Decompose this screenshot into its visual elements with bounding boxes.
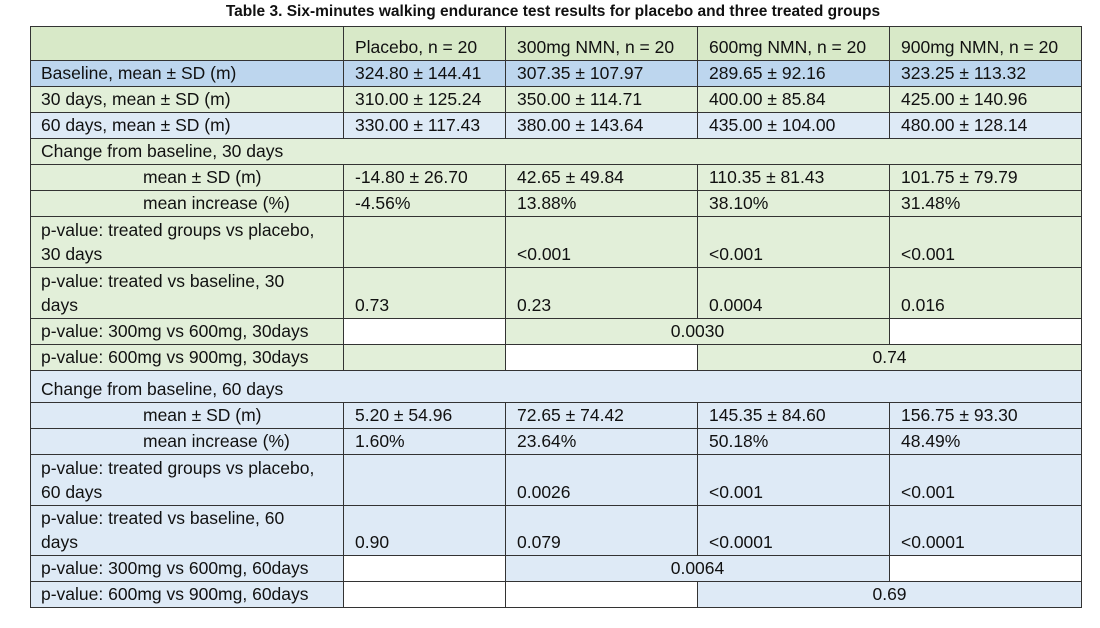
table-cell: p-value: treated vs baseline, 60 days — [30, 505, 344, 556]
table-row: Placebo, n = 20 300mg NMN, n = 20 600mg NM… — [30, 26, 1082, 61]
empty-cell — [505, 581, 698, 608]
table-cell: p-value: 600mg vs 900mg, 30days — [30, 344, 344, 371]
table-cell: <0.001 — [889, 454, 1082, 506]
table-cell: 0.0026 — [505, 454, 698, 506]
table-cell: 380.00 ± 143.64 — [505, 112, 698, 139]
table-row: p-value: treated vs baseline, 60 days 0.9… — [30, 505, 1082, 556]
empty-cell — [343, 216, 506, 268]
table-cell: 101.75 ± 79.79 — [889, 164, 1082, 191]
table-cell: 323.25 ± 113.32 — [889, 60, 1082, 87]
table-cell: <0.001 — [697, 216, 890, 268]
table-row: 30 days, mean ± SD (m) 310.00 ± 125.24 350… — [30, 86, 1082, 113]
table-cell: mean ± SD (m) — [30, 402, 344, 429]
table-row: mean ± SD (m) 5.20 ± 54.96 72.65 ± 74.42 14… — [30, 402, 1082, 429]
table-row: 60 days, mean ± SD (m) 330.00 ± 117.43 380… — [30, 112, 1082, 139]
table-cell: 38.10% — [697, 190, 890, 217]
table-cell: 145.35 ± 84.60 — [697, 402, 890, 429]
table-cell: 480.00 ± 128.14 — [889, 112, 1082, 139]
table-cell: 425.00 ± 140.96 — [889, 86, 1082, 113]
table-cell: 330.00 ± 117.43 — [343, 112, 506, 139]
table-cell: 60 days, mean ± SD (m) — [30, 112, 344, 139]
table-row: Change from baseline, 60 days — [30, 370, 1082, 403]
table-cell: 300mg NMN, n = 20 — [505, 26, 698, 61]
table-row: p-value: 600mg vs 900mg, 60days 0.69 — [30, 581, 1082, 608]
table-cell: 0.0030 — [505, 318, 890, 345]
empty-cell — [343, 555, 506, 582]
table-cell: 289.65 ± 92.16 — [697, 60, 890, 87]
table-cell: 5.20 ± 54.96 — [343, 402, 506, 429]
table-title: Table 3. Six-minutes walking endurance t… — [225, 3, 881, 20]
empty-cell — [30, 26, 344, 61]
table-cell: 900mg NMN, n = 20 — [889, 26, 1082, 61]
table-cell: 50.18% — [697, 428, 890, 455]
table-cell: -14.80 ± 26.70 — [343, 164, 506, 191]
table-cell: 48.49% — [889, 428, 1082, 455]
table-cell: 0.079 — [505, 505, 698, 556]
table-cell: <0.001 — [697, 454, 890, 506]
empty-cell — [889, 555, 1082, 582]
table-cell: 324.80 ± 144.41 — [343, 60, 506, 87]
table-cell: <0.0001 — [889, 505, 1082, 556]
table-cell: 30 days, mean ± SD (m) — [30, 86, 344, 113]
table-cell: mean ± SD (m) — [30, 164, 344, 191]
table-cell: 310.00 ± 125.24 — [343, 86, 506, 113]
table-row: Baseline, mean ± SD (m) 324.80 ± 144.41 30… — [30, 60, 1082, 87]
empty-cell — [343, 318, 506, 345]
table-cell: Change from baseline, 60 days — [30, 370, 1082, 403]
table-cell: 307.35 ± 107.97 — [505, 60, 698, 87]
table-cell: 0.73 — [343, 267, 506, 319]
table-row: Change from baseline, 30 days — [30, 138, 1082, 165]
table-cell: p-value: 300mg vs 600mg, 60days — [30, 555, 344, 582]
table-row: p-value: treated groups vs placebo, 30 d… — [30, 216, 1082, 268]
table-cell: 400.00 ± 85.84 — [697, 86, 890, 113]
table-cell: 0.69 — [697, 581, 1082, 608]
empty-cell — [505, 344, 698, 371]
table-row: p-value: 300mg vs 600mg, 30days 0.0030 — [30, 318, 1082, 345]
empty-cell — [343, 581, 506, 608]
table-cell: 42.65 ± 49.84 — [505, 164, 698, 191]
table-cell: 0.23 — [505, 267, 698, 319]
table-cell: mean increase (%) — [30, 428, 344, 455]
table-cell: p-value: 600mg vs 900mg, 60days — [30, 581, 344, 608]
table-cell: 23.64% — [505, 428, 698, 455]
table-row: p-value: 600mg vs 900mg, 30days 0.74 — [30, 344, 1082, 371]
table-cell: 350.00 ± 114.71 — [505, 86, 698, 113]
table-cell: Change from baseline, 30 days — [30, 138, 1082, 165]
table-cell: 13.88% — [505, 190, 698, 217]
table-cell: 600mg NMN, n = 20 — [697, 26, 890, 61]
table-cell: <0.0001 — [697, 505, 890, 556]
table-cell: 0.0064 — [505, 555, 890, 582]
table-cell: <0.001 — [505, 216, 698, 268]
table-cell: Baseline, mean ± SD (m) — [30, 60, 344, 87]
empty-cell — [343, 344, 506, 371]
table-row: mean increase (%) -4.56% 13.88% 38.10% 31.48… — [30, 190, 1082, 217]
table-cell: <0.001 — [889, 216, 1082, 268]
table-cell: p-value: treated groups vs placebo, 30 d… — [30, 216, 344, 268]
table-row: mean increase (%) 1.60% 23.64% 50.18% 48.49% — [30, 428, 1082, 455]
table-cell: p-value: 300mg vs 600mg, 30days — [30, 318, 344, 345]
table-cell: 0.016 — [889, 267, 1082, 319]
table-cell: 31.48% — [889, 190, 1082, 217]
results-table: Placebo, n = 20 300mg NMN, n = 20 600mg NM… — [30, 26, 1082, 608]
table-cell: 1.60% — [343, 428, 506, 455]
table-cell: 110.35 ± 81.43 — [697, 164, 890, 191]
table-cell: p-value: treated vs baseline, 30 days — [30, 267, 344, 319]
table-cell: 0.74 — [697, 344, 1082, 371]
table-cell: 0.90 — [343, 505, 506, 556]
table-cell: p-value: treated groups vs placebo, 60 d… — [30, 454, 344, 506]
table-row: mean ± SD (m) -14.80 ± 26.70 42.65 ± 49.84… — [30, 164, 1082, 191]
empty-cell — [343, 454, 506, 506]
table-cell: 156.75 ± 93.30 — [889, 402, 1082, 429]
empty-cell — [889, 318, 1082, 345]
table-row: p-value: treated vs baseline, 30 days 0.7… — [30, 267, 1082, 319]
table-cell: 435.00 ± 104.00 — [697, 112, 890, 139]
table-cell: -4.56% — [343, 190, 506, 217]
table-cell: Placebo, n = 20 — [343, 26, 506, 61]
table-row: p-value: treated groups vs placebo, 60 d… — [30, 454, 1082, 506]
table-cell: mean increase (%) — [30, 190, 344, 217]
table-cell: 72.65 ± 74.42 — [505, 402, 698, 429]
table-cell: 0.0004 — [697, 267, 890, 319]
table-row: p-value: 300mg vs 600mg, 60days 0.0064 — [30, 555, 1082, 582]
